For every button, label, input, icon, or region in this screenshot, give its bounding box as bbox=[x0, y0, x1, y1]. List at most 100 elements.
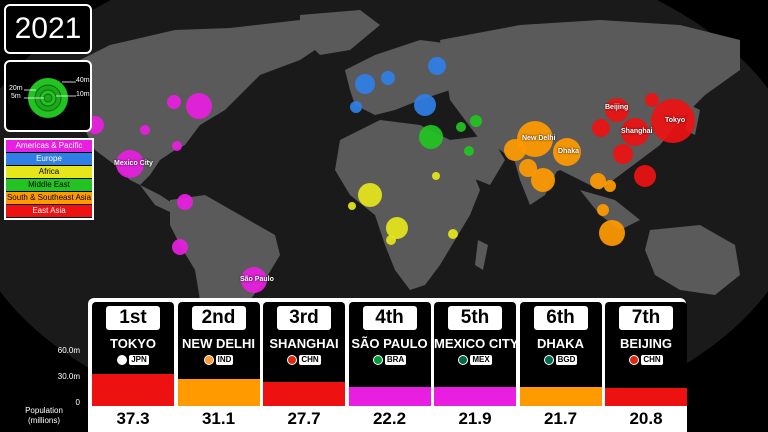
population-value: 22.2 bbox=[348, 406, 431, 432]
scale-circle-5m bbox=[43, 93, 53, 103]
legend-item-africa: Africa bbox=[6, 166, 92, 179]
country-row: CHN bbox=[605, 353, 687, 365]
city-bubbles bbox=[86, 57, 695, 293]
scale-label-10m: 10m bbox=[76, 91, 90, 98]
map-label-sao-paulo: São Paulo bbox=[240, 276, 274, 283]
city-bubble bbox=[604, 180, 616, 192]
city-bubble bbox=[167, 95, 181, 109]
legend-item-americas: Americas & Pacific bbox=[6, 140, 92, 153]
city-bubble bbox=[432, 172, 440, 180]
country-row: IND bbox=[178, 353, 260, 365]
country-row: CHN bbox=[263, 353, 345, 365]
flag-icon bbox=[287, 354, 298, 365]
southeast-asia bbox=[580, 190, 640, 230]
legend-item-middle-east: Middle East bbox=[6, 179, 92, 192]
region-legend: Americas & Pacific Europe Africa Middle … bbox=[4, 138, 94, 220]
flag-icon bbox=[203, 354, 214, 365]
population-value: 27.7 bbox=[263, 406, 345, 432]
city-bubble bbox=[116, 150, 144, 178]
map-label-tokyo: Tokyo bbox=[665, 117, 686, 124]
arabia bbox=[450, 135, 505, 185]
city-bubble bbox=[381, 71, 395, 85]
flag-icon bbox=[458, 354, 469, 365]
country-row: MEX bbox=[434, 353, 516, 365]
city-bubble bbox=[348, 202, 356, 210]
rank-badge: 6th bbox=[533, 306, 588, 330]
map-label-new-delhi: New Delhi bbox=[522, 135, 556, 142]
flag-icon bbox=[629, 354, 640, 365]
population-bar bbox=[434, 387, 516, 406]
city-bubble bbox=[613, 144, 633, 164]
population-value: 37.3 bbox=[92, 406, 174, 432]
city-name: MEXICO CITY bbox=[434, 336, 519, 351]
flag-icon bbox=[117, 354, 128, 365]
city-bubble bbox=[177, 194, 193, 210]
australia bbox=[645, 225, 740, 295]
scale-circles bbox=[24, 78, 76, 118]
rank-column: 1st TOKYO JPN 37.3 bbox=[92, 302, 174, 432]
y-axis-label: Population (millions) bbox=[25, 406, 63, 425]
city-bubble bbox=[172, 239, 188, 255]
city-bubble bbox=[470, 115, 482, 127]
rank-badge: 7th bbox=[619, 306, 673, 330]
city-bubble bbox=[350, 101, 362, 113]
city-bubble bbox=[645, 93, 659, 107]
city-bubble bbox=[172, 141, 182, 151]
ranking-panel: 1st TOKYO JPN 37.3 2nd NEW DELHI IND 31.1 3rd SHA… bbox=[88, 298, 687, 432]
city-bubble bbox=[386, 235, 396, 245]
city-bubble bbox=[386, 217, 408, 239]
country-code: IND bbox=[215, 354, 234, 365]
country-code: CHN bbox=[299, 354, 321, 365]
population-bar bbox=[263, 382, 345, 406]
map-label-dhaka: Dhaka bbox=[558, 148, 580, 155]
city-bubble bbox=[517, 121, 553, 157]
rank-column: 6th DHAKA BGD 21.7 bbox=[519, 302, 602, 432]
rank-column: 5th MEXICO CITY MEX 21.9 bbox=[434, 302, 519, 432]
map-label-beijing: Beijing bbox=[605, 104, 629, 111]
city-bubble bbox=[355, 74, 375, 94]
rank-badge: 5th bbox=[448, 306, 502, 330]
greenland bbox=[300, 10, 380, 55]
population-bar bbox=[177, 379, 260, 406]
bubble-size-scale: 40m 20m 10m 5m bbox=[4, 60, 92, 132]
city-bubble bbox=[605, 98, 629, 122]
country-row: BRA bbox=[349, 353, 431, 365]
country-code: BGD bbox=[555, 354, 578, 365]
city-bubble bbox=[456, 122, 466, 132]
country-code: BRA bbox=[384, 354, 407, 365]
population-value: 31.1 bbox=[177, 406, 260, 432]
city-bubble bbox=[599, 220, 625, 246]
population-bar bbox=[348, 387, 431, 406]
y-tick-0: 0 bbox=[75, 398, 80, 407]
city-bubble bbox=[186, 93, 212, 119]
map-label-mexico-city: Mexico City bbox=[114, 160, 153, 167]
city-bubble bbox=[592, 119, 610, 137]
country-code: CHN bbox=[641, 354, 663, 365]
rank-badge: 3rd bbox=[277, 306, 331, 330]
flag-icon bbox=[372, 354, 383, 365]
city-bubble bbox=[531, 168, 555, 192]
population-bar bbox=[605, 388, 687, 406]
city-bubble bbox=[464, 146, 474, 156]
scale-label-20m: 20m bbox=[9, 85, 23, 92]
city-bubble bbox=[241, 267, 267, 293]
y-tick-30: 30.0m bbox=[57, 372, 80, 381]
population-value: 21.9 bbox=[434, 406, 516, 432]
city-bubble bbox=[504, 139, 526, 161]
legend-item-europe: Europe bbox=[6, 153, 92, 166]
city-bubble bbox=[651, 99, 695, 143]
legend-item-south-asia: South & Southeast Asia bbox=[6, 192, 92, 205]
city-bubble bbox=[414, 94, 436, 116]
city-bubble bbox=[597, 204, 609, 216]
rank-column: 2nd NEW DELHI IND 31.1 bbox=[177, 302, 260, 432]
country-code: MEX bbox=[470, 354, 492, 365]
city-name: SÃO PAULO bbox=[351, 336, 428, 351]
rank-badge: 2nd bbox=[191, 306, 246, 330]
city-name: BEIJING bbox=[619, 336, 672, 351]
rank-column: 3rd SHANGHAI CHN 27.7 bbox=[263, 302, 345, 432]
map-label-shanghai: Shanghai bbox=[621, 128, 653, 135]
flag-icon bbox=[543, 354, 554, 365]
central-america bbox=[140, 185, 175, 212]
city-name: NEW DELHI bbox=[182, 336, 255, 351]
year-display: 2021 bbox=[4, 4, 92, 54]
